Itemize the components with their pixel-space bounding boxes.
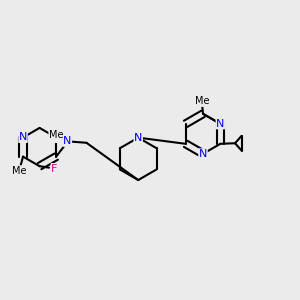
Text: N: N bbox=[199, 149, 207, 159]
Text: Me: Me bbox=[49, 130, 63, 140]
Text: Me: Me bbox=[12, 166, 27, 176]
Text: N: N bbox=[134, 133, 142, 142]
Text: Me: Me bbox=[195, 96, 209, 106]
Text: F: F bbox=[51, 164, 58, 173]
Text: N: N bbox=[63, 136, 71, 146]
Text: N: N bbox=[19, 133, 27, 142]
Text: N: N bbox=[52, 133, 60, 142]
Text: N: N bbox=[216, 119, 224, 129]
